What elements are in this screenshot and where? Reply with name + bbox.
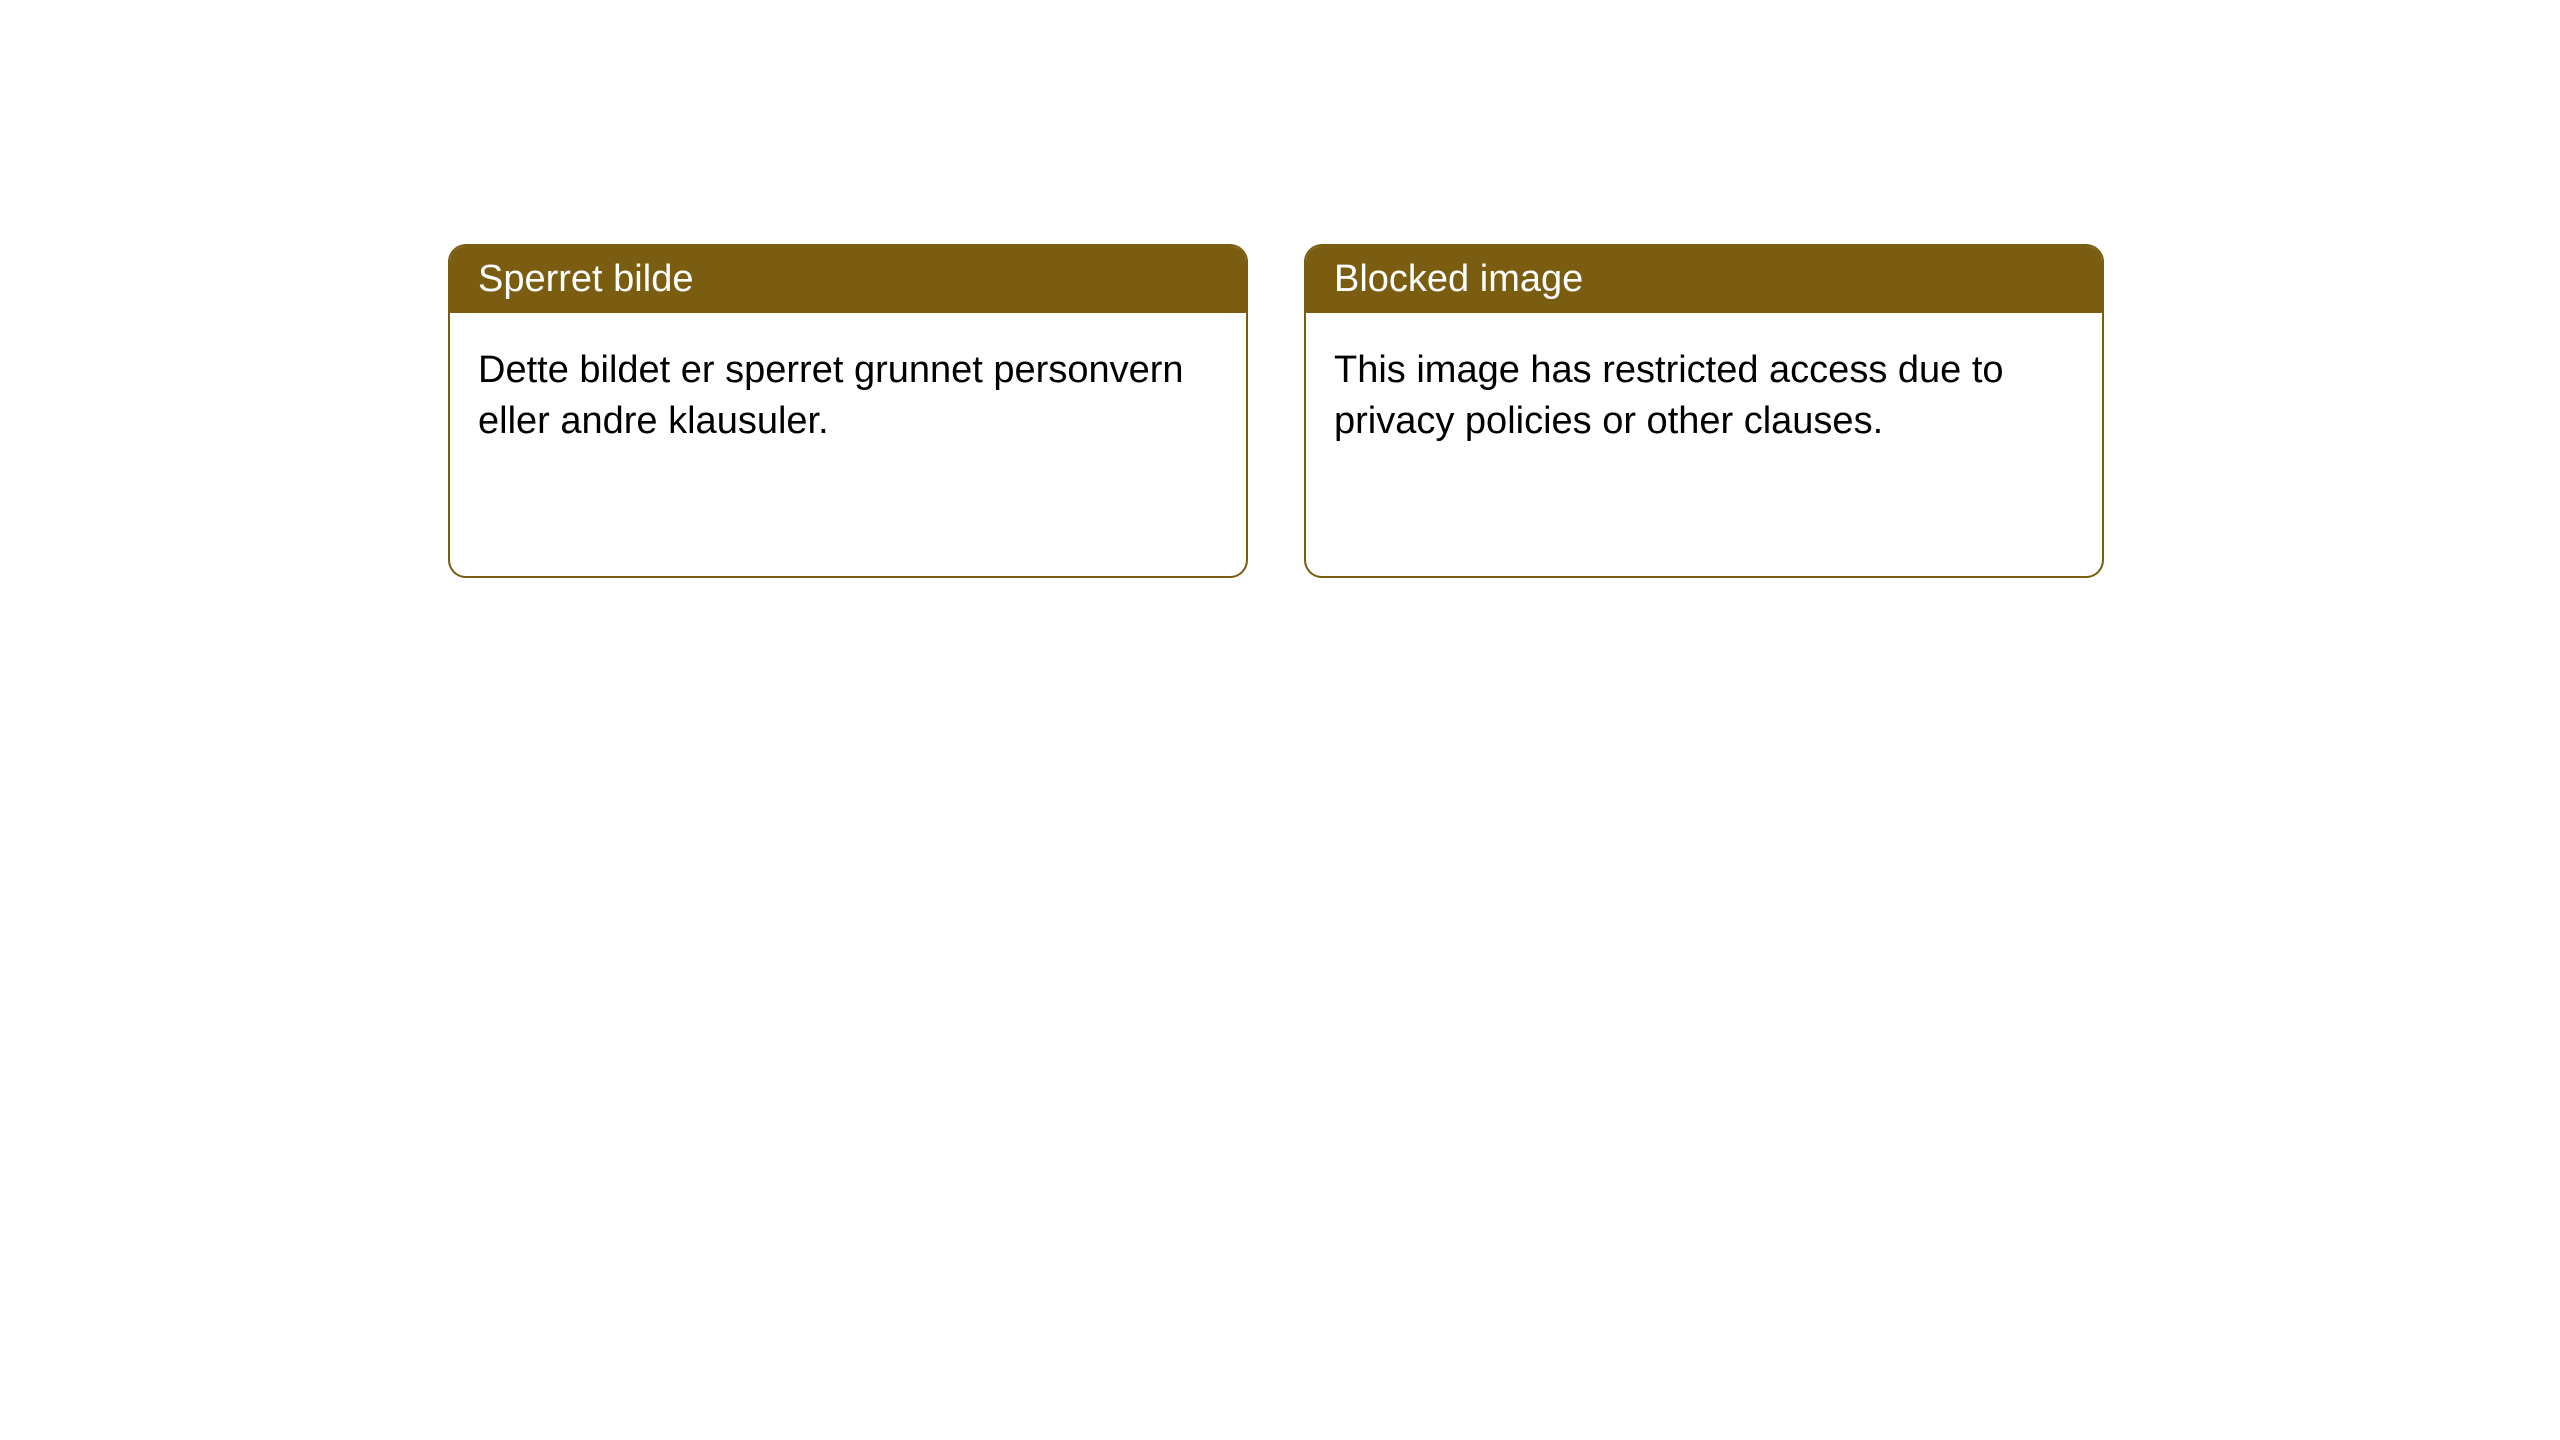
notice-header: Sperret bilde	[450, 246, 1246, 313]
notice-body: This image has restricted access due to …	[1306, 313, 2102, 480]
notice-card-english: Blocked image This image has restricted …	[1304, 244, 2104, 578]
notice-card-norwegian: Sperret bilde Dette bildet er sperret gr…	[448, 244, 1248, 578]
notice-header: Blocked image	[1306, 246, 2102, 313]
notice-container: Sperret bilde Dette bildet er sperret gr…	[0, 0, 2560, 578]
notice-body: Dette bildet er sperret grunnet personve…	[450, 313, 1246, 480]
